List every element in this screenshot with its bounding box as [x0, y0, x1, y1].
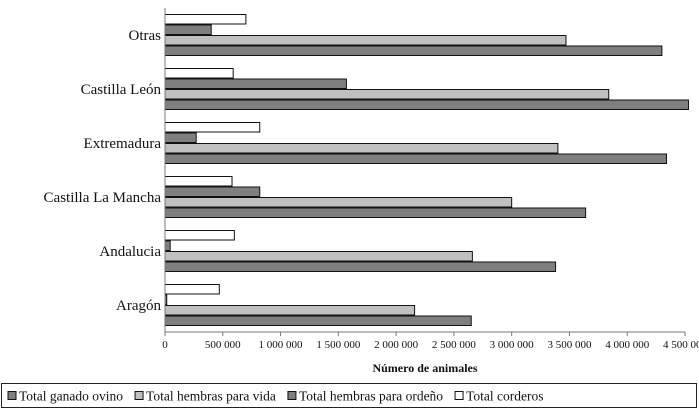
legend-label: Total hembras para vida	[146, 389, 276, 404]
bar-4-1	[164, 284, 220, 295]
x-tick-label: 4 000 000	[605, 339, 650, 351]
x-tick-label: 3 500 000	[547, 339, 592, 351]
bars-group	[164, 14, 689, 326]
bar-2-5	[164, 89, 610, 100]
legend-swatch	[134, 391, 144, 400]
category-label: Andalucia	[99, 244, 161, 260]
x-ticks: 0 500 000 1 000 000 1 500 000 2 000 000 2 500…	[162, 332, 699, 351]
bar-1-1	[164, 315, 472, 326]
category-label: Aragón	[116, 298, 161, 314]
bar-4-4	[164, 122, 261, 133]
bar-3-2	[164, 240, 171, 251]
category-label: Otras	[129, 28, 162, 44]
bar-2-6	[164, 35, 567, 46]
bar-3-3	[164, 186, 261, 197]
bar-2-2	[164, 251, 473, 262]
x-axis-title: Número de animales	[372, 361, 477, 375]
bar-2-1	[164, 305, 416, 316]
x-tick-label: 2 000 000	[374, 339, 419, 351]
bar-1-5	[164, 99, 689, 110]
legend-label: Total corderos	[466, 389, 543, 404]
bar-4-6	[164, 14, 247, 25]
bar-3-4	[164, 132, 197, 143]
bar-2-4	[164, 143, 559, 154]
x-tick-label: 4 500 000	[663, 339, 699, 351]
legend-swatch	[7, 391, 17, 400]
category-label: Castilla La Mancha	[44, 190, 162, 206]
x-tick-label: 2 500 000	[432, 339, 477, 351]
x-tick-label: 1 000 000	[259, 339, 304, 351]
category-labels: Aragón Andalucia Castilla La Mancha Extrema…	[44, 28, 162, 314]
bar-1-2	[164, 261, 557, 272]
legend-label: Total ganado ovino	[19, 389, 123, 404]
legend-swatch	[454, 391, 464, 400]
bar-3-6	[164, 24, 212, 35]
x-tick-label: 0	[162, 339, 168, 351]
x-tick-label: 1 500 000	[316, 339, 361, 351]
bar-4-2	[164, 230, 235, 241]
bar-1-6	[164, 45, 663, 56]
bar-4-3	[164, 176, 233, 187]
category-label: Extremadura	[84, 136, 162, 152]
legend-box	[1, 383, 697, 408]
legend-swatch	[287, 391, 297, 400]
bar-2-3	[164, 197, 513, 208]
legend-label: Total hembras para ordeño	[299, 389, 443, 404]
x-tick-label: 500 000	[205, 339, 241, 351]
bar-1-3	[164, 207, 587, 218]
bar-4-5	[164, 68, 234, 79]
x-tick-label: 3 000 000	[490, 339, 535, 351]
category-label: Castilla León	[81, 82, 162, 98]
bar-3-5	[164, 78, 347, 89]
legend: Total ganado ovino Total hembras para vid…	[7, 389, 543, 404]
bar-1-4	[164, 153, 668, 164]
